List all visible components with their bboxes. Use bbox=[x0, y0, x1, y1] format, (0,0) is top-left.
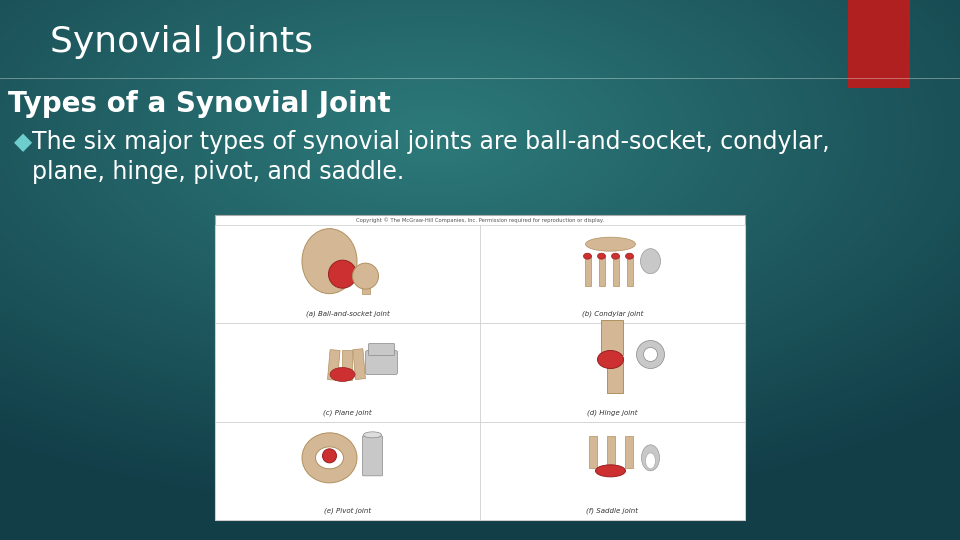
Bar bbox=[362, 274, 370, 294]
Ellipse shape bbox=[584, 253, 591, 259]
Bar bbox=[588, 436, 596, 468]
Text: Types of a Synovial Joint: Types of a Synovial Joint bbox=[8, 90, 391, 118]
Text: Synovial Joints: Synovial Joints bbox=[50, 25, 313, 59]
Bar bbox=[215, 422, 480, 520]
Bar bbox=[598, 256, 605, 286]
Bar bbox=[585, 256, 590, 286]
Ellipse shape bbox=[645, 453, 656, 469]
Bar bbox=[480, 225, 745, 323]
Text: plane, hinge, pivot, and saddle.: plane, hinge, pivot, and saddle. bbox=[32, 160, 404, 184]
Bar bbox=[607, 436, 614, 468]
Bar bbox=[601, 320, 622, 354]
Ellipse shape bbox=[597, 253, 606, 259]
Text: (b) Condylar joint: (b) Condylar joint bbox=[582, 310, 643, 318]
Ellipse shape bbox=[316, 447, 344, 469]
Ellipse shape bbox=[364, 432, 381, 438]
Circle shape bbox=[352, 263, 378, 289]
Ellipse shape bbox=[330, 368, 355, 381]
FancyBboxPatch shape bbox=[363, 436, 382, 476]
Ellipse shape bbox=[586, 237, 636, 251]
Ellipse shape bbox=[328, 260, 356, 288]
Text: (e) Pivot joint: (e) Pivot joint bbox=[324, 508, 372, 514]
Bar bbox=[342, 349, 351, 380]
Circle shape bbox=[636, 341, 664, 368]
Bar bbox=[848, 0, 910, 88]
Text: (a) Ball-and-socket joint: (a) Ball-and-socket joint bbox=[305, 310, 390, 318]
Ellipse shape bbox=[640, 248, 660, 274]
Ellipse shape bbox=[597, 350, 623, 368]
Bar bbox=[215, 323, 480, 422]
Bar bbox=[353, 349, 366, 380]
Bar bbox=[215, 215, 745, 520]
Ellipse shape bbox=[302, 228, 357, 294]
Bar bbox=[627, 256, 633, 286]
Bar bbox=[327, 349, 340, 380]
Text: ◆: ◆ bbox=[14, 130, 32, 154]
Bar bbox=[480, 422, 745, 520]
Bar bbox=[215, 225, 480, 323]
Text: (d) Hinge joint: (d) Hinge joint bbox=[588, 409, 637, 416]
Ellipse shape bbox=[641, 445, 660, 471]
Ellipse shape bbox=[626, 253, 634, 259]
Ellipse shape bbox=[612, 253, 619, 259]
Circle shape bbox=[643, 348, 658, 361]
Bar bbox=[612, 256, 618, 286]
Bar bbox=[625, 436, 633, 468]
Ellipse shape bbox=[595, 465, 626, 477]
Text: The six major types of synovial joints are ball-and-socket, condylar,: The six major types of synovial joints a… bbox=[32, 130, 829, 154]
Ellipse shape bbox=[323, 449, 337, 463]
Text: (c) Plane joint: (c) Plane joint bbox=[324, 409, 372, 416]
FancyBboxPatch shape bbox=[366, 350, 397, 375]
Bar bbox=[607, 356, 622, 393]
Bar bbox=[480, 323, 745, 422]
Ellipse shape bbox=[302, 433, 357, 483]
Text: (f) Saddle joint: (f) Saddle joint bbox=[587, 508, 638, 514]
FancyBboxPatch shape bbox=[369, 343, 395, 355]
Text: Copyright © The McGraw-Hill Companies, Inc. Permission required for reproduction: Copyright © The McGraw-Hill Companies, I… bbox=[356, 217, 604, 222]
